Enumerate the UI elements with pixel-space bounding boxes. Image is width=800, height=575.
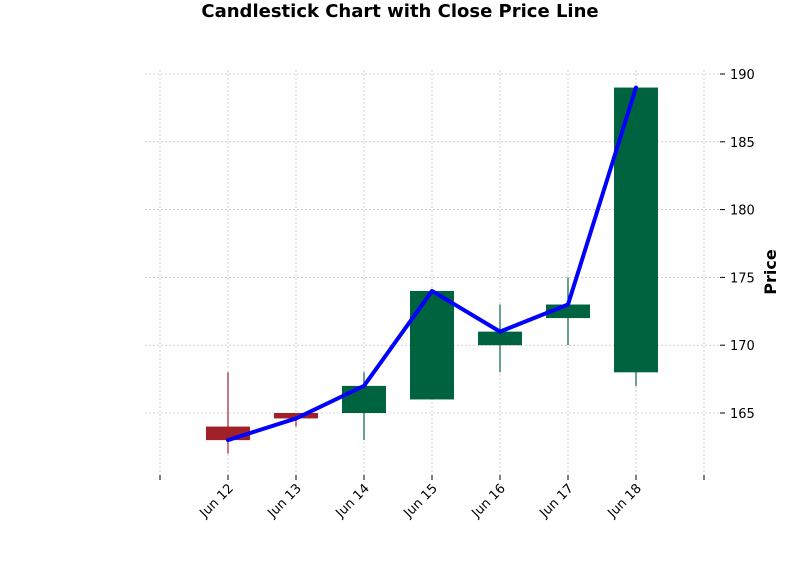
x-tick-label: Jun 15 — [401, 481, 441, 521]
y-tick-label: 185 — [730, 136, 755, 151]
x-tick-label: Jun 18 — [605, 481, 645, 521]
x-tick-label: Jun 16 — [469, 481, 509, 521]
x-tick-label: Jun 13 — [265, 481, 305, 521]
x-tick-label: Jun 17 — [537, 481, 577, 521]
y-tick-label: 165 — [730, 407, 755, 422]
close-price-polyline — [226, 85, 638, 443]
chart-title: Candlestick Chart with Close Price Line — [201, 1, 599, 22]
candle-body — [410, 290, 454, 400]
candle-body — [342, 385, 386, 413]
y-tick-label: 180 — [730, 204, 755, 219]
candle-body — [274, 413, 318, 419]
x-tick-label: Jun 12 — [197, 481, 237, 521]
x-tick-label: Jun 14 — [333, 481, 373, 521]
axes: 165 170 175 180 185 190 Jun 12 Jun 13 Jun 14 Jun … — [159, 68, 755, 522]
candle-body — [478, 331, 522, 346]
y-axis-label: Price — [761, 249, 780, 295]
y-tick-label: 190 — [730, 68, 755, 83]
y-tick-label: 175 — [730, 271, 755, 286]
y-tick-label: 170 — [730, 339, 755, 354]
close-price-line — [226, 85, 638, 443]
